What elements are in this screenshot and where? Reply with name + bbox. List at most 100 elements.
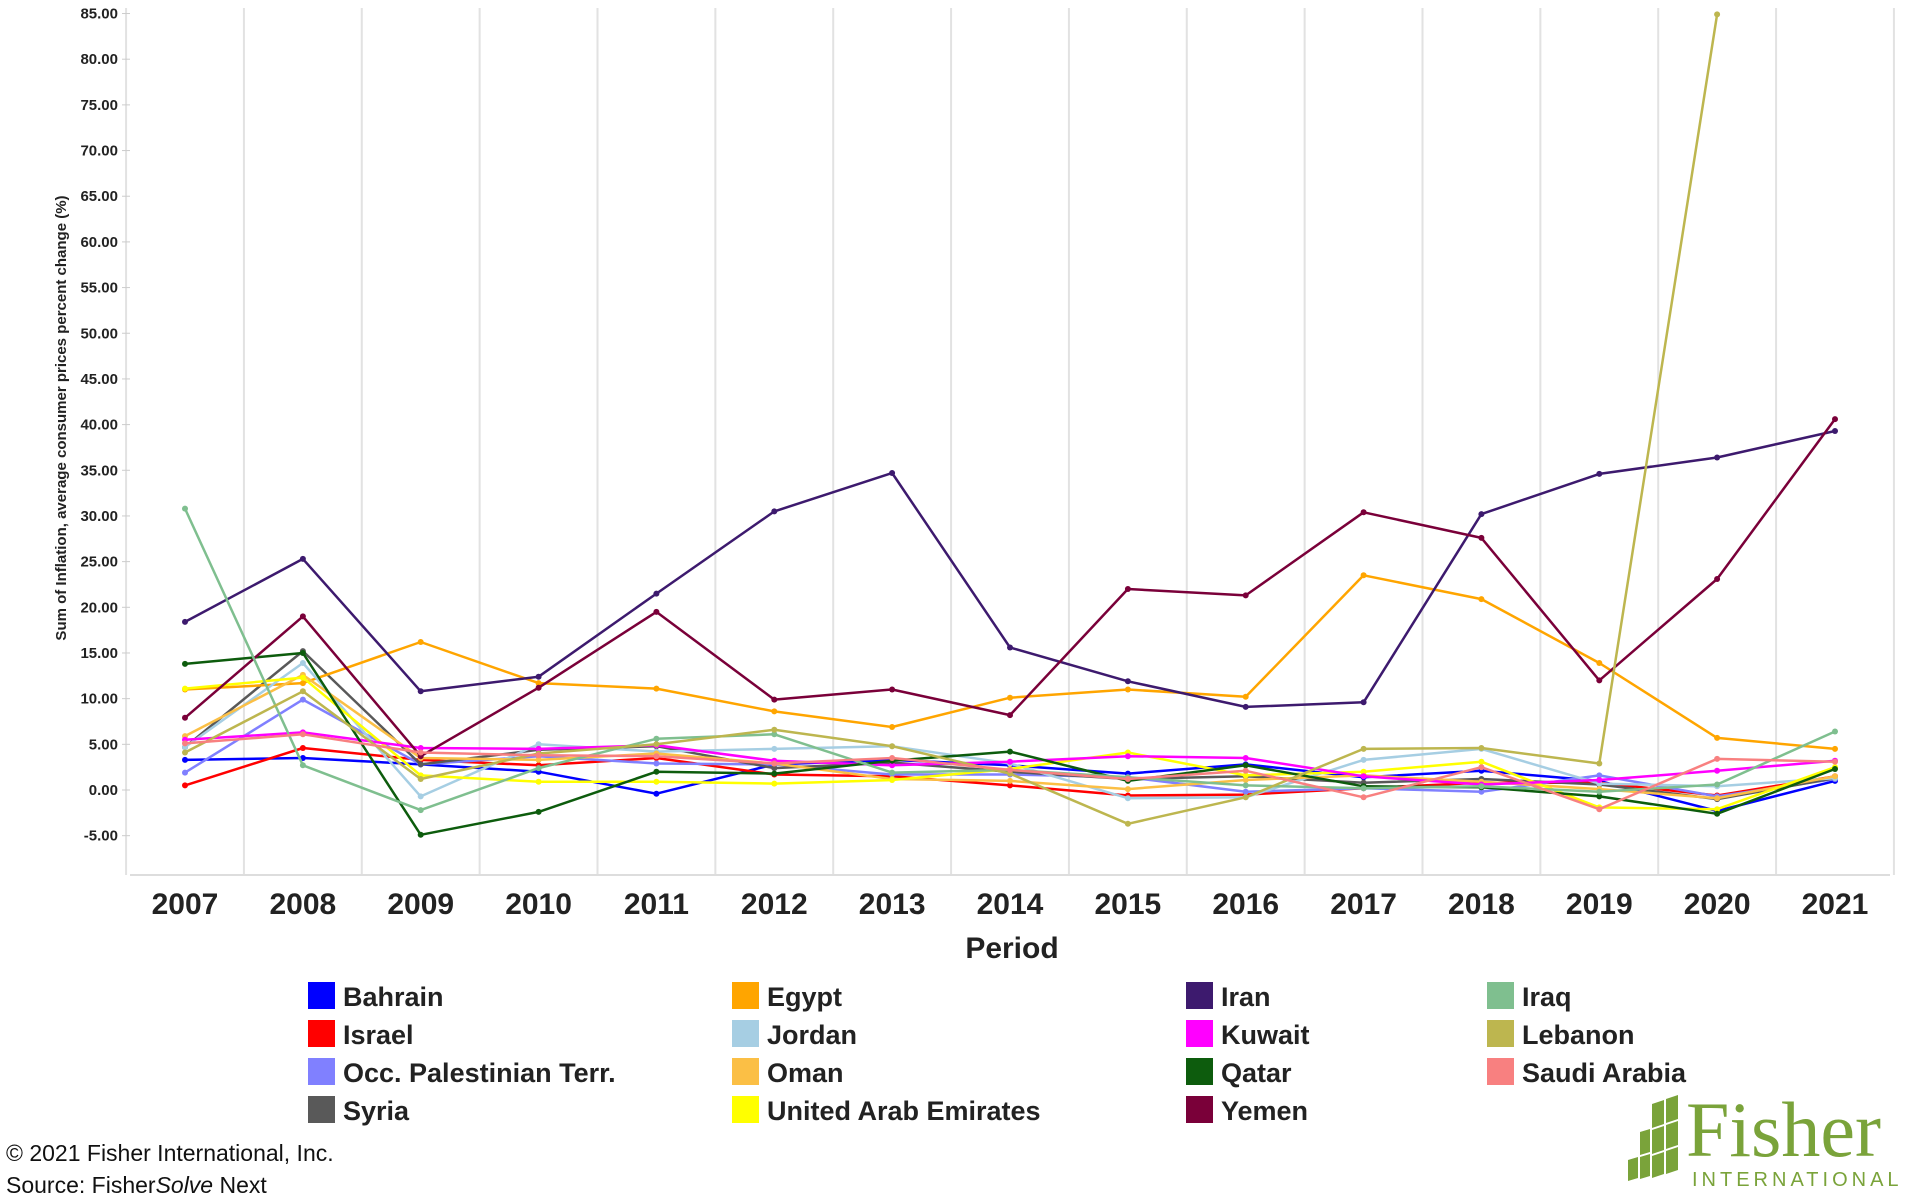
data-point-syria bbox=[417, 761, 424, 768]
x-tick-label: 2007 bbox=[152, 888, 219, 921]
data-point-egypt bbox=[1832, 745, 1838, 752]
y-tick-label: 15.00 bbox=[80, 645, 118, 662]
y-tick-label: 70.00 bbox=[80, 143, 118, 160]
data-point-saudi-arabia bbox=[535, 752, 542, 759]
data-point-yemen bbox=[1714, 576, 1721, 582]
data-point-qatar bbox=[1242, 762, 1249, 769]
series-line-lebanon bbox=[184, 14, 1719, 826]
x-tick-label: 2009 bbox=[387, 888, 454, 921]
y-tick-label: 75.00 bbox=[80, 97, 118, 114]
data-point-egypt bbox=[1596, 660, 1603, 666]
data-point-yemen bbox=[1007, 712, 1013, 719]
series-line-qatar bbox=[184, 651, 1836, 837]
data-point-iran bbox=[1242, 703, 1249, 710]
data-point-iraq bbox=[417, 807, 424, 814]
data-point-oman bbox=[535, 756, 542, 763]
data-point-kuwait bbox=[1007, 758, 1013, 765]
y-tick-label: 45.00 bbox=[80, 371, 118, 388]
data-point-egypt bbox=[889, 724, 896, 730]
data-point-saudi-arabia bbox=[1360, 794, 1367, 801]
data-point-yemen bbox=[299, 613, 306, 620]
data-point-iraq bbox=[1478, 783, 1485, 790]
data-point-egypt bbox=[771, 708, 778, 715]
data-point-yemen bbox=[889, 686, 896, 693]
series-lines bbox=[182, 11, 1838, 838]
legend-label-israel: Israel bbox=[343, 1020, 414, 1050]
data-point-jordan bbox=[417, 793, 424, 800]
legend-swatch-bahrain bbox=[308, 982, 335, 1009]
x-tick-label: 2011 bbox=[624, 888, 689, 921]
legend-swatch-jordan bbox=[732, 1020, 759, 1047]
x-tick-label: 2014 bbox=[977, 888, 1044, 921]
legend-swatch-kuwait bbox=[1186, 1020, 1213, 1047]
legend-swatch-united-arab-emirates bbox=[732, 1096, 759, 1123]
y-tick-label: 60.00 bbox=[80, 234, 118, 251]
y-tick-label: 25.00 bbox=[80, 554, 118, 571]
data-point-iraq bbox=[771, 731, 778, 738]
data-point-qatar bbox=[299, 650, 306, 656]
data-point-saudi-arabia bbox=[1124, 776, 1131, 782]
data-point-egypt bbox=[535, 680, 542, 687]
data-point-kuwait bbox=[1596, 777, 1603, 783]
data-point-oman bbox=[1007, 777, 1013, 784]
data-point-yemen bbox=[1360, 509, 1367, 516]
data-point-saudi-arabia bbox=[1007, 766, 1013, 773]
data-point-jordan bbox=[535, 741, 542, 748]
data-point-jordan bbox=[1124, 795, 1131, 802]
data-point-oman bbox=[1714, 795, 1721, 802]
legend-label-yemen: Yemen bbox=[1221, 1096, 1308, 1126]
data-point-iraq bbox=[889, 769, 896, 776]
data-point-qatar bbox=[653, 768, 660, 775]
data-point-occ-palestinian-terr bbox=[1478, 788, 1485, 795]
y-tick-label: 85.00 bbox=[80, 6, 118, 23]
y-tick-label: 55.00 bbox=[80, 280, 118, 297]
data-point-oman bbox=[1832, 773, 1838, 780]
source-prefix: Source: Fisher bbox=[6, 1172, 156, 1198]
data-point-qatar bbox=[1007, 748, 1013, 755]
data-point-occ-palestinian-terr bbox=[653, 760, 660, 767]
x-tick-label: 2015 bbox=[1094, 888, 1161, 921]
data-point-iraq bbox=[299, 762, 306, 769]
data-point-lebanon bbox=[1596, 760, 1603, 767]
logo-word: Fisher bbox=[1686, 1090, 1881, 1173]
data-point-iraq bbox=[1242, 782, 1249, 789]
source-italic: Solve bbox=[155, 1172, 214, 1198]
data-point-lebanon bbox=[299, 688, 306, 695]
data-point-iran bbox=[1832, 428, 1838, 434]
data-point-saudi-arabia bbox=[1714, 755, 1721, 762]
data-point-iran bbox=[653, 590, 660, 597]
data-point-lebanon bbox=[1714, 11, 1721, 18]
data-point-saudi-arabia bbox=[889, 755, 896, 761]
data-point-iraq bbox=[1360, 785, 1367, 792]
data-point-iraq bbox=[653, 735, 660, 742]
series-line-yemen bbox=[184, 418, 1837, 758]
fisher-logo: Fisher INTERNATIONAL bbox=[1628, 1090, 1899, 1191]
data-point-united-arab-emirates bbox=[889, 777, 896, 783]
legend-swatch-qatar bbox=[1186, 1058, 1213, 1085]
data-point-qatar bbox=[771, 770, 778, 777]
data-point-saudi-arabia bbox=[1478, 764, 1485, 771]
data-point-iran bbox=[771, 508, 778, 515]
legend-label-bahrain: Bahrain bbox=[343, 982, 444, 1012]
data-point-saudi-arabia bbox=[1832, 758, 1838, 765]
data-point-iraq bbox=[182, 505, 188, 512]
data-point-yemen bbox=[535, 684, 542, 691]
data-point-iran bbox=[417, 688, 424, 695]
data-point-qatar bbox=[182, 660, 188, 667]
data-point-lebanon bbox=[771, 726, 778, 733]
x-tick-label: 2019 bbox=[1566, 888, 1633, 921]
data-point-united-arab-emirates bbox=[535, 778, 542, 785]
data-point-lebanon bbox=[889, 743, 896, 750]
data-point-occ-palestinian-terr bbox=[1242, 788, 1249, 795]
data-point-lebanon bbox=[1360, 745, 1367, 752]
legend-label-saudi-arabia: Saudi Arabia bbox=[1522, 1058, 1687, 1088]
data-point-iran bbox=[889, 470, 896, 476]
y-tick-label: 10.00 bbox=[80, 691, 118, 708]
data-point-bahrain bbox=[653, 790, 660, 797]
data-point-yemen bbox=[1242, 592, 1249, 599]
data-point-saudi-arabia bbox=[1596, 806, 1603, 813]
data-point-united-arab-emirates bbox=[1242, 772, 1249, 779]
data-point-iraq bbox=[1596, 788, 1603, 795]
data-point-qatar bbox=[1714, 810, 1721, 817]
data-point-qatar bbox=[417, 831, 424, 838]
